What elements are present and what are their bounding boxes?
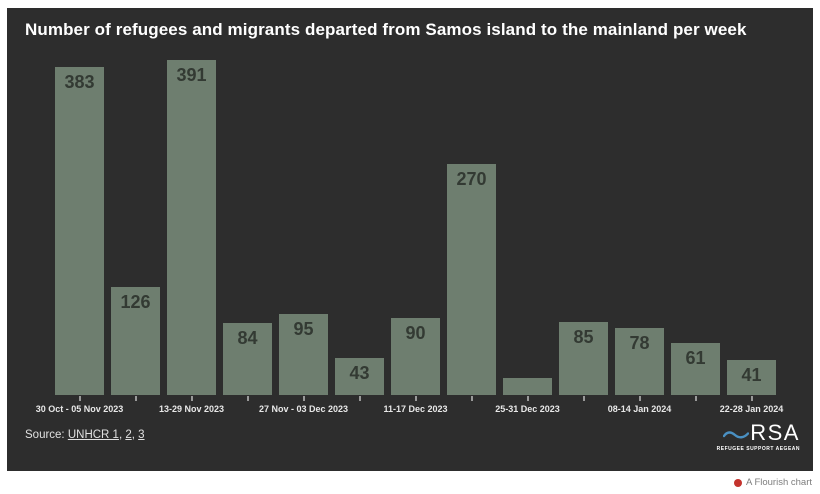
x-axis-tick [246, 396, 249, 401]
x-axis-label: 25-31 Dec 2023 [495, 404, 560, 414]
bar-value-label: 61 [685, 348, 706, 368]
source-separator: , [118, 429, 126, 441]
bar-value-label: 43 [349, 363, 370, 383]
x-axis-tick [190, 396, 193, 401]
flourish-logo-icon [734, 478, 742, 487]
source-link-3[interactable]: 3 [138, 429, 145, 441]
bar[interactable] [503, 378, 552, 395]
x-axis-label: 30 Oct - 05 Nov 2023 [35, 404, 124, 414]
x-axis-label: 22-28 Jan 2024 [719, 404, 784, 414]
bar[interactable]: 84 [223, 323, 272, 395]
bar-value-label: 391 [176, 65, 207, 85]
rsa-logo[interactable]: RSA REFUGEE SUPPORT AEGEAN [716, 420, 800, 453]
x-axis-label: 13-29 Nov 2023 [158, 404, 225, 414]
source-prefix: Source: [25, 429, 68, 441]
bar[interactable]: 270 [447, 164, 496, 395]
x-axis-tick [582, 396, 585, 401]
chart-title: Number of refugees and migrants departed… [25, 20, 747, 39]
bar-value-label: 95 [293, 319, 314, 339]
bar-value-label: 126 [120, 292, 151, 312]
x-axis-tick [694, 396, 697, 401]
bar-value-label: 41 [741, 365, 762, 385]
bar[interactable]: 90 [391, 318, 440, 395]
source-link-2[interactable]: 2 [125, 429, 132, 441]
bar[interactable]: 61 [671, 343, 720, 395]
x-axis-tick [414, 396, 417, 401]
x-axis-tick [750, 396, 753, 401]
x-axis-label: 08-14 Jan 2024 [607, 404, 672, 414]
flourish-credit-text: A Flourish chart [746, 477, 812, 488]
bar[interactable]: 383 [55, 67, 104, 395]
rsa-logo-subtext: REFUGEE SUPPORT AEGEAN [716, 446, 800, 452]
source-link-unhcr-1[interactable]: UNHCR 1 [67, 429, 119, 441]
chart-card: Number of refugees and migrants departed… [7, 8, 813, 471]
x-axis-tick [302, 396, 305, 401]
x-axis-tick [526, 396, 529, 401]
bar[interactable]: 126 [111, 287, 160, 395]
source-line: Source: UNHCR 1, 2, 3 [25, 429, 145, 441]
bar-value-label: 84 [237, 328, 258, 348]
x-axis-tick [638, 396, 641, 401]
bar[interactable]: 78 [615, 328, 664, 395]
rsa-logo-text: RSA [750, 420, 800, 445]
bar-value-label: 78 [629, 333, 650, 353]
bar[interactable]: 43 [335, 358, 384, 395]
source-separator: , [131, 429, 139, 441]
bar-value-label: 85 [573, 327, 594, 347]
bar[interactable]: 95 [279, 314, 328, 395]
flourish-credit[interactable]: A Flourish chart [734, 477, 812, 488]
x-axis-label: 27 Nov - 03 Dec 2023 [258, 404, 349, 414]
x-axis-label: 11-17 Dec 2023 [383, 404, 448, 414]
bar[interactable]: 391 [167, 60, 216, 395]
bar-value-label: 383 [64, 72, 95, 92]
bar[interactable]: 41 [727, 360, 776, 395]
x-axis-tick [134, 396, 137, 401]
bar-value-label: 270 [456, 169, 487, 189]
bar[interactable]: 85 [559, 322, 608, 395]
rsa-wave-icon [723, 431, 750, 439]
x-axis-tick [78, 396, 81, 401]
x-axis-tick [470, 396, 473, 401]
bar-value-label: 90 [405, 323, 426, 343]
x-axis-tick [358, 396, 361, 401]
